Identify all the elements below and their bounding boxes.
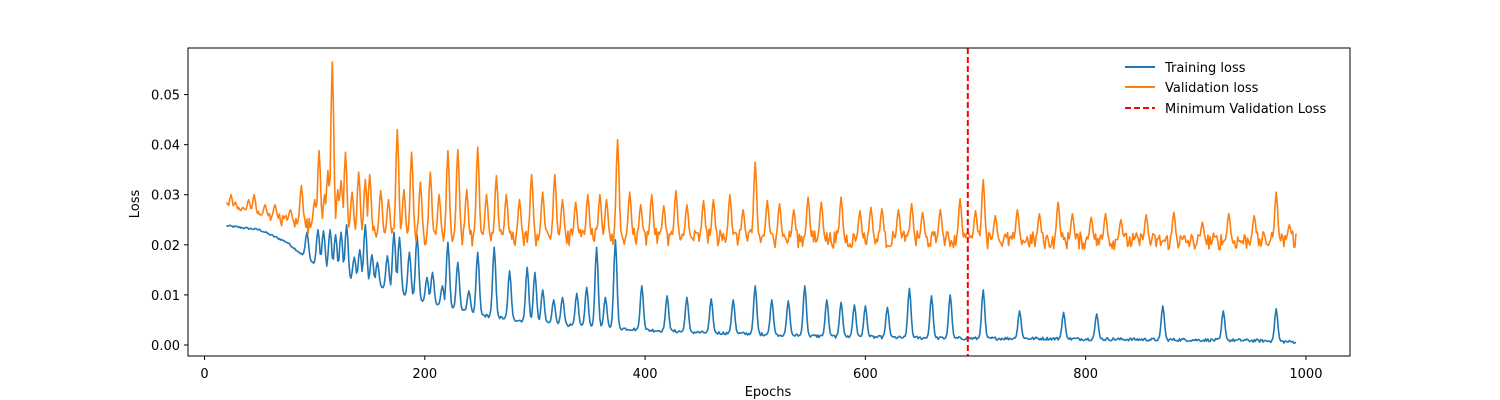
- x-tick-label: 1000: [1289, 367, 1322, 382]
- plot-area: [225, 48, 1297, 356]
- plot-frame: [187, 47, 1351, 357]
- legend-label-training: Training loss: [1164, 61, 1246, 76]
- y-tick-label: 0.02: [151, 239, 180, 254]
- x-tick-label: 0: [200, 367, 208, 382]
- series-line-training-loss: [226, 224, 1297, 345]
- x-tick-label: 600: [853, 367, 878, 382]
- x-tick-label: 200: [412, 367, 437, 382]
- y-tick-label: 0.04: [151, 139, 180, 154]
- y-tick-label: 0.05: [151, 89, 180, 104]
- legend-label-validation: Validation loss: [1165, 81, 1259, 96]
- series-line-validation-loss: [225, 61, 1297, 251]
- y-axis-label: Loss: [128, 190, 143, 219]
- y-tick-label: 0.03: [151, 189, 180, 204]
- legend-label-minimum: Minimum Validation Loss: [1165, 102, 1326, 117]
- x-tick-label: 800: [1073, 367, 1098, 382]
- axis-ticks: 0 200 400 600 800 1000 0.00 0.01 0.02 0.03 0.04 0.0…: [151, 89, 1322, 382]
- y-tick-label: 0.00: [151, 339, 180, 354]
- legend: Training loss Validation loss Minimum Va…: [1125, 61, 1326, 117]
- y-tick-label: 0.01: [151, 289, 180, 304]
- x-axis-label: Epochs: [745, 385, 792, 400]
- x-tick-label: 400: [633, 367, 658, 382]
